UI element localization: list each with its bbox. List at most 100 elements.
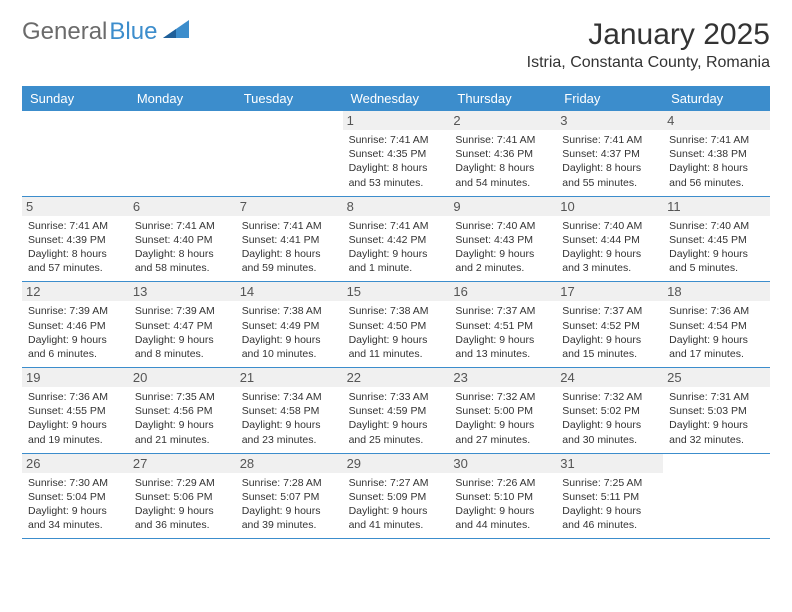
calendar-day-cell: 25Sunrise: 7:31 AMSunset: 5:03 PMDayligh… [663,368,770,453]
detail-line: Sunrise: 7:38 AM [349,304,444,318]
detail-line: Sunset: 4:56 PM [135,404,230,418]
detail-line: Sunrise: 7:32 AM [455,390,550,404]
day-details: Sunrise: 7:41 AMSunset: 4:41 PMDaylight:… [242,219,337,276]
calendar: Sunday Monday Tuesday Wednesday Thursday… [22,86,770,539]
day-details: Sunrise: 7:31 AMSunset: 5:03 PMDaylight:… [669,390,764,447]
detail-line: Daylight: 9 hours [242,504,337,518]
calendar-day-cell: 7Sunrise: 7:41 AMSunset: 4:41 PMDaylight… [236,197,343,282]
calendar-day-cell: 30Sunrise: 7:26 AMSunset: 5:10 PMDayligh… [449,454,556,539]
day-details: Sunrise: 7:38 AMSunset: 4:49 PMDaylight:… [242,304,337,361]
day-number: 13 [129,282,236,301]
calendar-day-cell: 28Sunrise: 7:28 AMSunset: 5:07 PMDayligh… [236,454,343,539]
detail-line: and 46 minutes. [562,518,657,532]
calendar-day-cell: 18Sunrise: 7:36 AMSunset: 4:54 PMDayligh… [663,282,770,367]
calendar-day-cell: 27Sunrise: 7:29 AMSunset: 5:06 PMDayligh… [129,454,236,539]
day-details: Sunrise: 7:28 AMSunset: 5:07 PMDaylight:… [242,476,337,533]
detail-line: and 54 minutes. [455,176,550,190]
calendar-day-cell: 21Sunrise: 7:34 AMSunset: 4:58 PMDayligh… [236,368,343,453]
detail-line: Sunrise: 7:39 AM [28,304,123,318]
detail-line: Sunset: 5:02 PM [562,404,657,418]
detail-line: Daylight: 9 hours [349,418,444,432]
weekday-header: Wednesday [343,86,450,111]
weekday-header: Saturday [663,86,770,111]
detail-line: Sunset: 4:45 PM [669,233,764,247]
detail-line: Sunrise: 7:26 AM [455,476,550,490]
calendar-day-cell: 19Sunrise: 7:36 AMSunset: 4:55 PMDayligh… [22,368,129,453]
detail-line: and 15 minutes. [562,347,657,361]
detail-line: Daylight: 8 hours [562,161,657,175]
detail-line: and 55 minutes. [562,176,657,190]
detail-line: Sunrise: 7:34 AM [242,390,337,404]
day-details: Sunrise: 7:40 AMSunset: 4:44 PMDaylight:… [562,219,657,276]
day-number: 11 [663,197,770,216]
day-number: 31 [556,454,663,473]
detail-line: Sunrise: 7:41 AM [349,133,444,147]
detail-line: Sunset: 4:36 PM [455,147,550,161]
detail-line: Daylight: 9 hours [349,247,444,261]
calendar-day-cell: 1Sunrise: 7:41 AMSunset: 4:35 PMDaylight… [343,111,450,196]
calendar-week-row: 19Sunrise: 7:36 AMSunset: 4:55 PMDayligh… [22,368,770,454]
calendar-empty-cell [22,111,129,196]
detail-line: Sunset: 5:07 PM [242,490,337,504]
detail-line: Sunrise: 7:41 AM [562,133,657,147]
detail-line: Sunrise: 7:41 AM [455,133,550,147]
day-details: Sunrise: 7:41 AMSunset: 4:35 PMDaylight:… [349,133,444,190]
detail-line: Daylight: 9 hours [455,418,550,432]
day-details: Sunrise: 7:41 AMSunset: 4:39 PMDaylight:… [28,219,123,276]
detail-line: Sunrise: 7:41 AM [349,219,444,233]
calendar-day-cell: 17Sunrise: 7:37 AMSunset: 4:52 PMDayligh… [556,282,663,367]
calendar-day-cell: 8Sunrise: 7:41 AMSunset: 4:42 PMDaylight… [343,197,450,282]
detail-line: Sunrise: 7:36 AM [669,304,764,318]
calendar-day-cell: 10Sunrise: 7:40 AMSunset: 4:44 PMDayligh… [556,197,663,282]
detail-line: and 2 minutes. [455,261,550,275]
detail-line: Sunrise: 7:38 AM [242,304,337,318]
day-details: Sunrise: 7:35 AMSunset: 4:56 PMDaylight:… [135,390,230,447]
detail-line: Daylight: 9 hours [28,504,123,518]
calendar-empty-cell [663,454,770,539]
detail-line: Daylight: 9 hours [562,333,657,347]
detail-line: Sunset: 4:51 PM [455,319,550,333]
day-number: 26 [22,454,129,473]
detail-line: Sunset: 4:46 PM [28,319,123,333]
detail-line: Sunset: 4:35 PM [349,147,444,161]
day-details: Sunrise: 7:38 AMSunset: 4:50 PMDaylight:… [349,304,444,361]
detail-line: Sunset: 4:37 PM [562,147,657,161]
day-details: Sunrise: 7:34 AMSunset: 4:58 PMDaylight:… [242,390,337,447]
detail-line: Daylight: 9 hours [135,418,230,432]
day-details: Sunrise: 7:40 AMSunset: 4:45 PMDaylight:… [669,219,764,276]
day-details: Sunrise: 7:37 AMSunset: 4:51 PMDaylight:… [455,304,550,361]
day-number: 12 [22,282,129,301]
detail-line: Daylight: 8 hours [669,161,764,175]
detail-line: Sunset: 4:43 PM [455,233,550,247]
weekday-header: Thursday [449,86,556,111]
detail-line: Sunrise: 7:35 AM [135,390,230,404]
day-details: Sunrise: 7:29 AMSunset: 5:06 PMDaylight:… [135,476,230,533]
header: GeneralBlue January 2025 Istria, Constan… [22,18,770,72]
day-details: Sunrise: 7:25 AMSunset: 5:11 PMDaylight:… [562,476,657,533]
detail-line: Daylight: 9 hours [135,333,230,347]
brand-word-2: Blue [109,18,157,46]
calendar-day-cell: 13Sunrise: 7:39 AMSunset: 4:47 PMDayligh… [129,282,236,367]
day-number: 19 [22,368,129,387]
detail-line: Daylight: 9 hours [455,504,550,518]
day-number: 17 [556,282,663,301]
detail-line: and 11 minutes. [349,347,444,361]
detail-line: Sunrise: 7:27 AM [349,476,444,490]
day-details: Sunrise: 7:32 AMSunset: 5:02 PMDaylight:… [562,390,657,447]
day-number: 9 [449,197,556,216]
calendar-day-cell: 4Sunrise: 7:41 AMSunset: 4:38 PMDaylight… [663,111,770,196]
day-number: 20 [129,368,236,387]
brand-word-1: General [22,18,107,46]
detail-line: Sunset: 4:40 PM [135,233,230,247]
day-details: Sunrise: 7:41 AMSunset: 4:38 PMDaylight:… [669,133,764,190]
detail-line: Daylight: 9 hours [28,333,123,347]
detail-line: Sunset: 5:09 PM [349,490,444,504]
day-details: Sunrise: 7:39 AMSunset: 4:46 PMDaylight:… [28,304,123,361]
detail-line: Sunset: 4:47 PM [135,319,230,333]
detail-line: Sunset: 5:11 PM [562,490,657,504]
detail-line: and 58 minutes. [135,261,230,275]
weekday-header: Sunday [22,86,129,111]
detail-line: Sunset: 4:44 PM [562,233,657,247]
calendar-day-cell: 9Sunrise: 7:40 AMSunset: 4:43 PMDaylight… [449,197,556,282]
detail-line: and 10 minutes. [242,347,337,361]
